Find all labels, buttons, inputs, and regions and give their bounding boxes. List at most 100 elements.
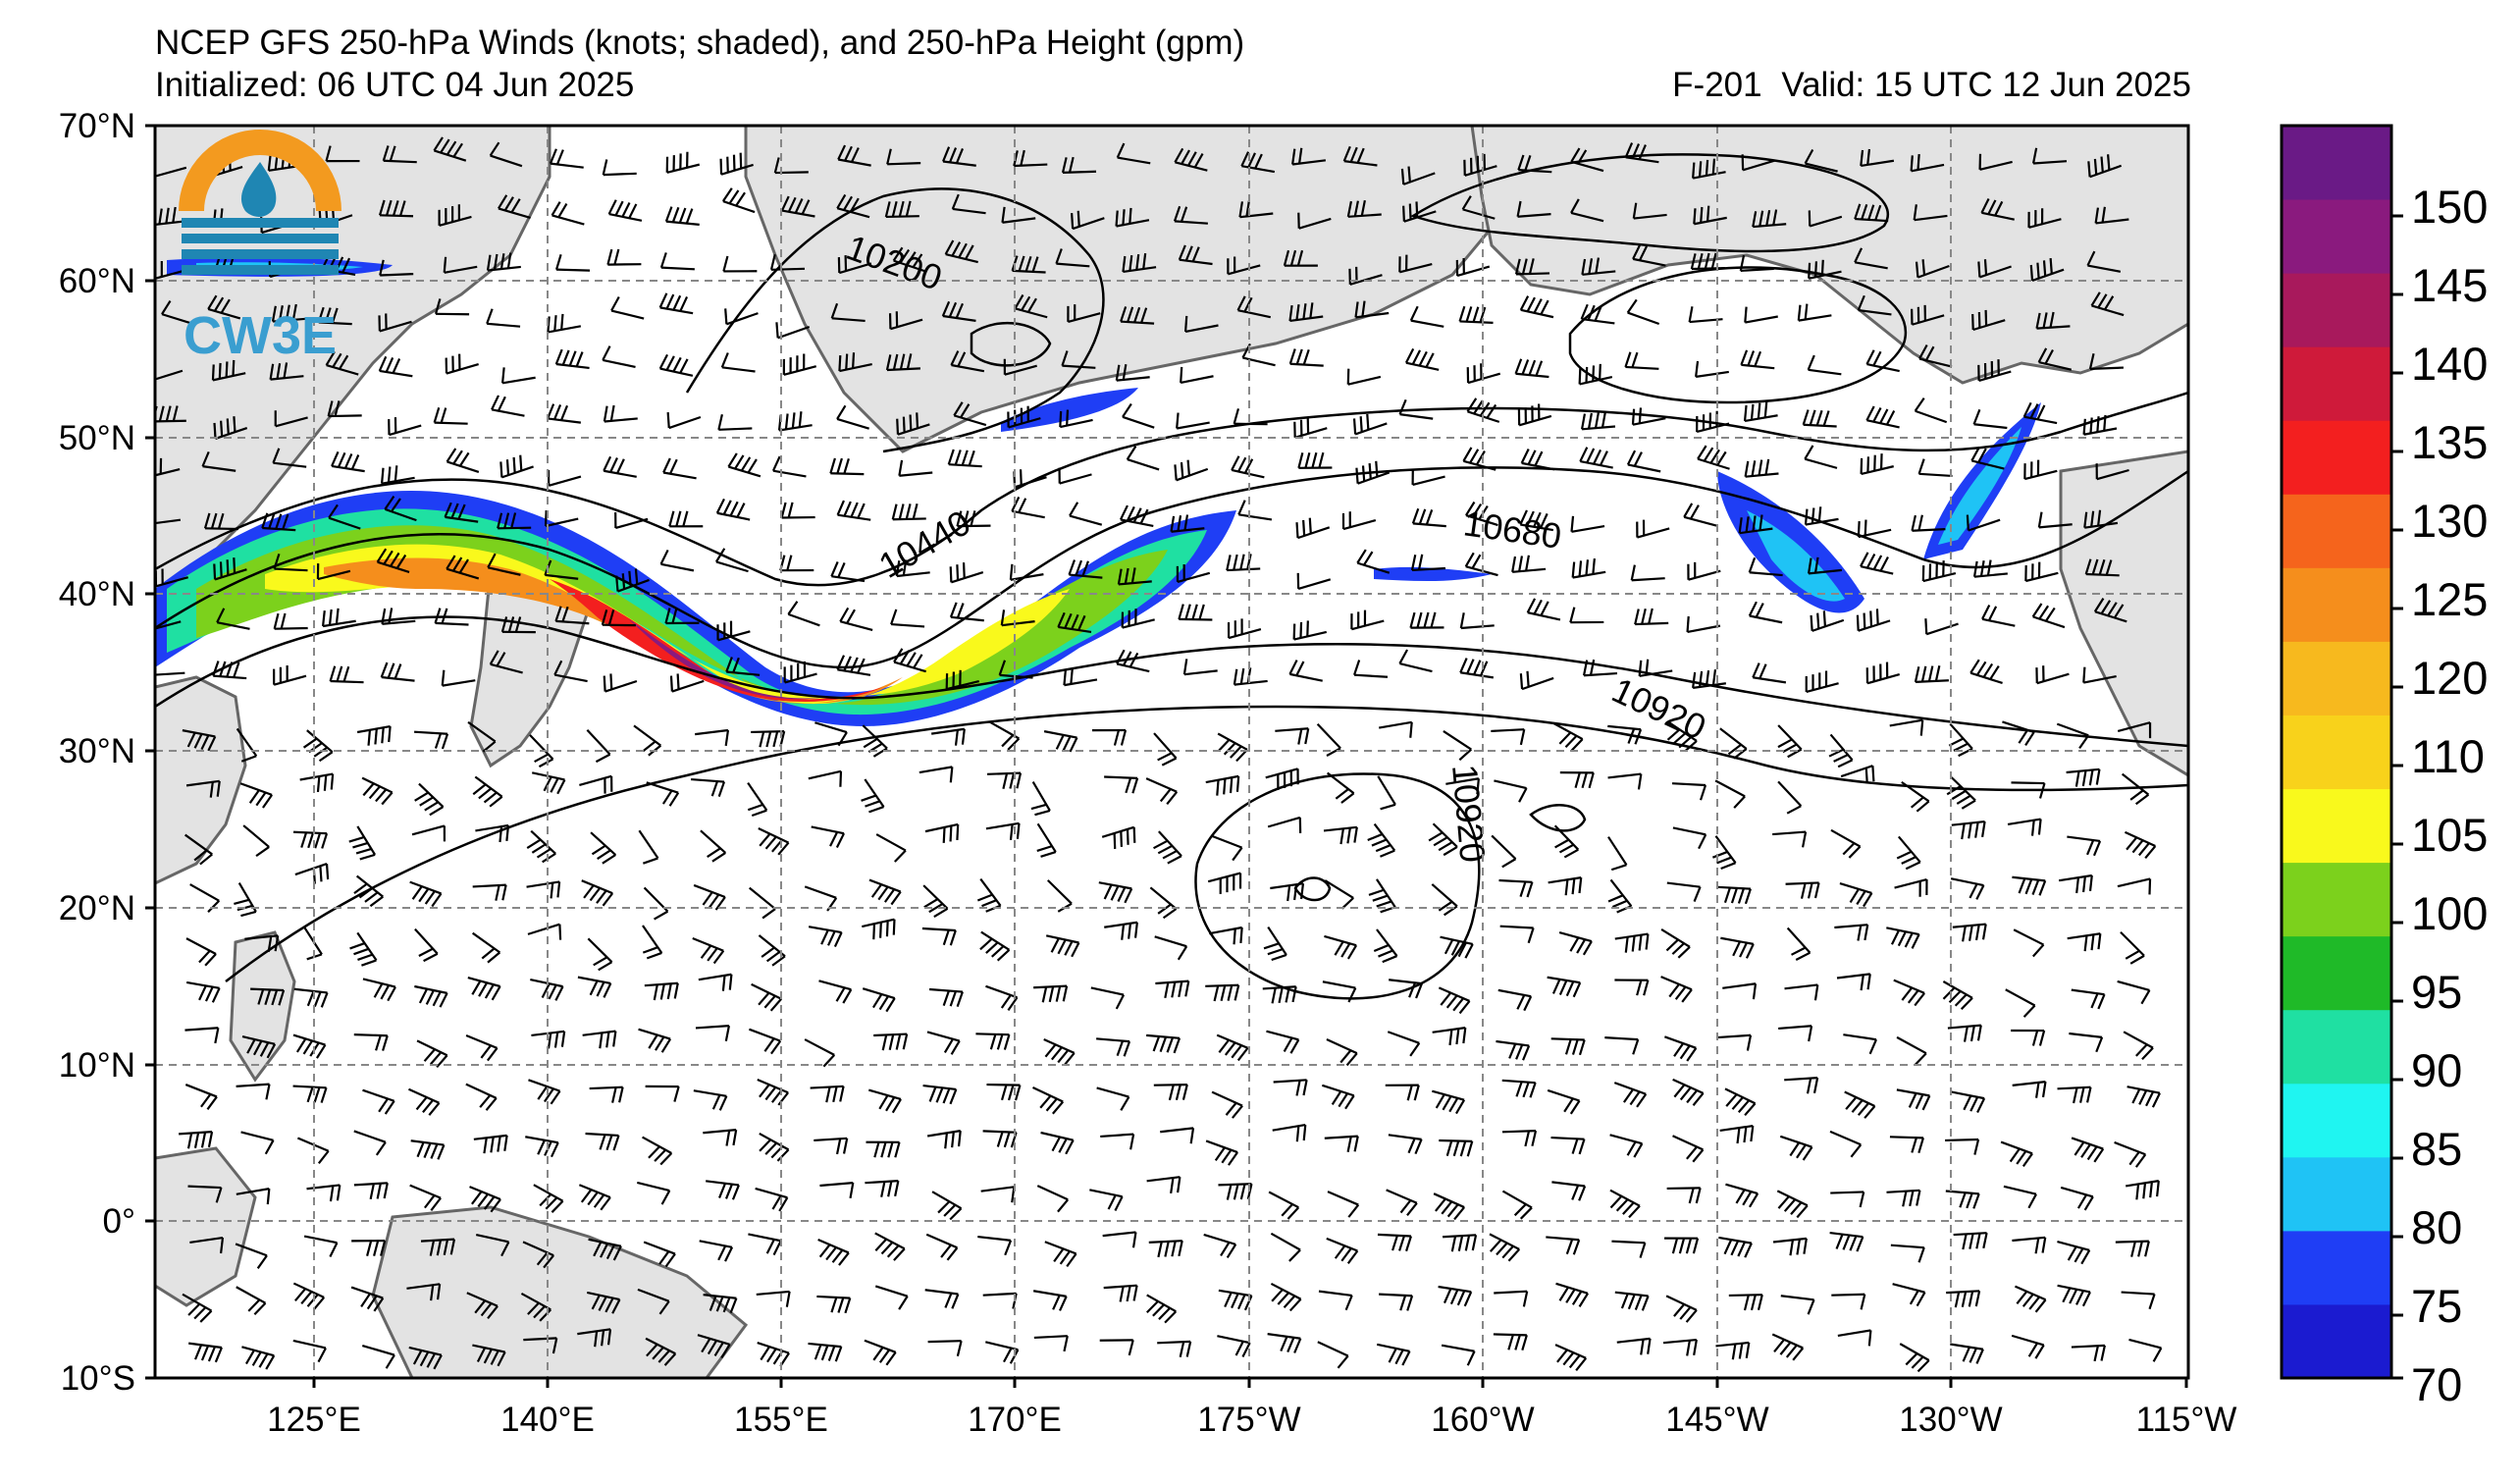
wind-barb-feather (357, 953, 373, 961)
wind-barb-feather (233, 662, 240, 678)
wind-barb (587, 937, 613, 964)
wind-barb-feather (1158, 1306, 1171, 1320)
wind-barb-feather (1058, 1138, 1068, 1153)
wind-barb (1521, 676, 1554, 691)
wind-barb-feather (1521, 1335, 1528, 1351)
wind-barb-feather (1951, 789, 1967, 801)
wind-barb-feather (476, 1347, 487, 1362)
wind-barb (1242, 356, 1276, 367)
wind-barb-feather (2081, 769, 2087, 787)
wind-barb (1687, 624, 1721, 634)
wind-barb-feather (353, 947, 369, 956)
wind-barb-feather (2041, 1237, 2047, 1253)
wind-barb-feather (1962, 1234, 1968, 1250)
wind-barb (1805, 517, 1839, 526)
wind-barb-feather (1569, 607, 1576, 623)
wind-barb-feather (827, 1346, 836, 1361)
wind-barb-feather (1674, 985, 1687, 1000)
wind-barb (302, 926, 323, 955)
wind-barb-feather (1295, 661, 1305, 676)
wind-barb-feather (318, 751, 334, 763)
wind-barb-feather (1686, 1340, 1691, 1356)
wind-barb-feather (1638, 245, 1649, 261)
wind-barb-feather (394, 663, 402, 679)
wind-barb-feather (894, 1141, 901, 1158)
wind-barb-feather (976, 893, 993, 902)
wind-barb-feather (606, 1329, 612, 1346)
wind-barb (1294, 427, 1328, 439)
wind-barb-feather (1578, 1139, 1586, 1155)
wind-barb-feather (1524, 155, 1532, 171)
wind-barb-feather (1916, 1359, 1930, 1373)
wind-barb-feather (1917, 1246, 1925, 1263)
wind-barb-feather (1628, 1204, 1641, 1219)
wind-barb-feather (1009, 563, 1014, 580)
wind-barb-feather (1857, 294, 1865, 311)
wind-barb-feather (1302, 1080, 1308, 1096)
wind-barb (1979, 265, 2012, 279)
wind-barb-feather (1578, 1039, 1586, 1056)
wind-barb-feather (251, 1351, 262, 1366)
wind-barb-feather (1001, 206, 1006, 223)
wind-barb (1611, 1240, 1646, 1245)
wind-barb-feather (761, 908, 776, 920)
wind-barb-feather (1063, 1052, 1076, 1066)
wind-barb-feather (1180, 206, 1188, 223)
wind-barb (1031, 781, 1051, 812)
wind-barb (1377, 775, 1396, 806)
wind-barb-feather (378, 355, 388, 372)
wind-barb (1324, 1135, 1358, 1139)
wind-barb-feather (615, 575, 619, 592)
wind-barb-feather (1916, 800, 1930, 813)
wind-barb-feather (1411, 507, 1420, 524)
wind-barb-feather (388, 725, 392, 743)
wind-barb (726, 312, 759, 326)
wind-barb-feather (536, 1251, 549, 1266)
wind-barb-feather (1961, 799, 1976, 810)
wind-barb-feather (1711, 669, 1717, 686)
wind-barb-feather (905, 503, 912, 520)
wind-barb-feather (885, 1096, 896, 1112)
wind-barb-feather (951, 1294, 960, 1309)
wind-barb (1351, 619, 1385, 631)
wind-barb (1830, 828, 1862, 848)
wind-barb-feather (1223, 742, 1236, 756)
wind-barb (355, 874, 384, 898)
wind-barb-feather (1501, 1245, 1514, 1259)
wind-barb-feather (877, 885, 889, 901)
wind-barb-feather (612, 1245, 622, 1261)
wind-barb-feather (1959, 1192, 1967, 1208)
wind-barb-feather (672, 356, 682, 373)
wind-barb-feather (1236, 295, 1246, 311)
wind-barb-feather (1795, 951, 1811, 961)
wind-barb-feather (707, 1340, 718, 1355)
wind-barb (1809, 215, 1843, 228)
wind-barb-feather (1790, 1201, 1803, 1215)
wind-barb-feather (1796, 1204, 1809, 1219)
colorbar-segment (2282, 273, 2391, 347)
wind-barb (533, 1184, 564, 1202)
wind-barb-feather (666, 411, 670, 429)
wind-barb-feather (1800, 882, 1807, 899)
wind-barb-feather (1522, 1044, 1531, 1061)
wind-barb-feather (324, 307, 332, 324)
wind-barb-feather (1309, 302, 1314, 319)
wind-barb-feather (200, 1093, 212, 1108)
wind-barb (1716, 1033, 1752, 1039)
wind-barb (1716, 885, 1751, 890)
wind-barb-feather (1759, 514, 1763, 531)
wind-barb-feather (2095, 1036, 2104, 1053)
wind-barb-feather (1243, 1295, 1253, 1311)
wind-barb-feather (732, 1129, 738, 1146)
wind-barb-feather (1238, 201, 1244, 218)
wind-barb (1639, 669, 1673, 677)
wind-barb (942, 314, 976, 322)
wind-barb-feather (1842, 1235, 1851, 1250)
wind-barb-feather (1463, 1291, 1473, 1307)
wind-barb (1036, 822, 1057, 853)
logo-text: CW3E (184, 306, 337, 365)
wind-barb-feather (549, 148, 557, 165)
wind-barb (1671, 782, 1706, 787)
wind-barb (699, 1240, 733, 1248)
wind-barb-feather (1409, 305, 1419, 322)
